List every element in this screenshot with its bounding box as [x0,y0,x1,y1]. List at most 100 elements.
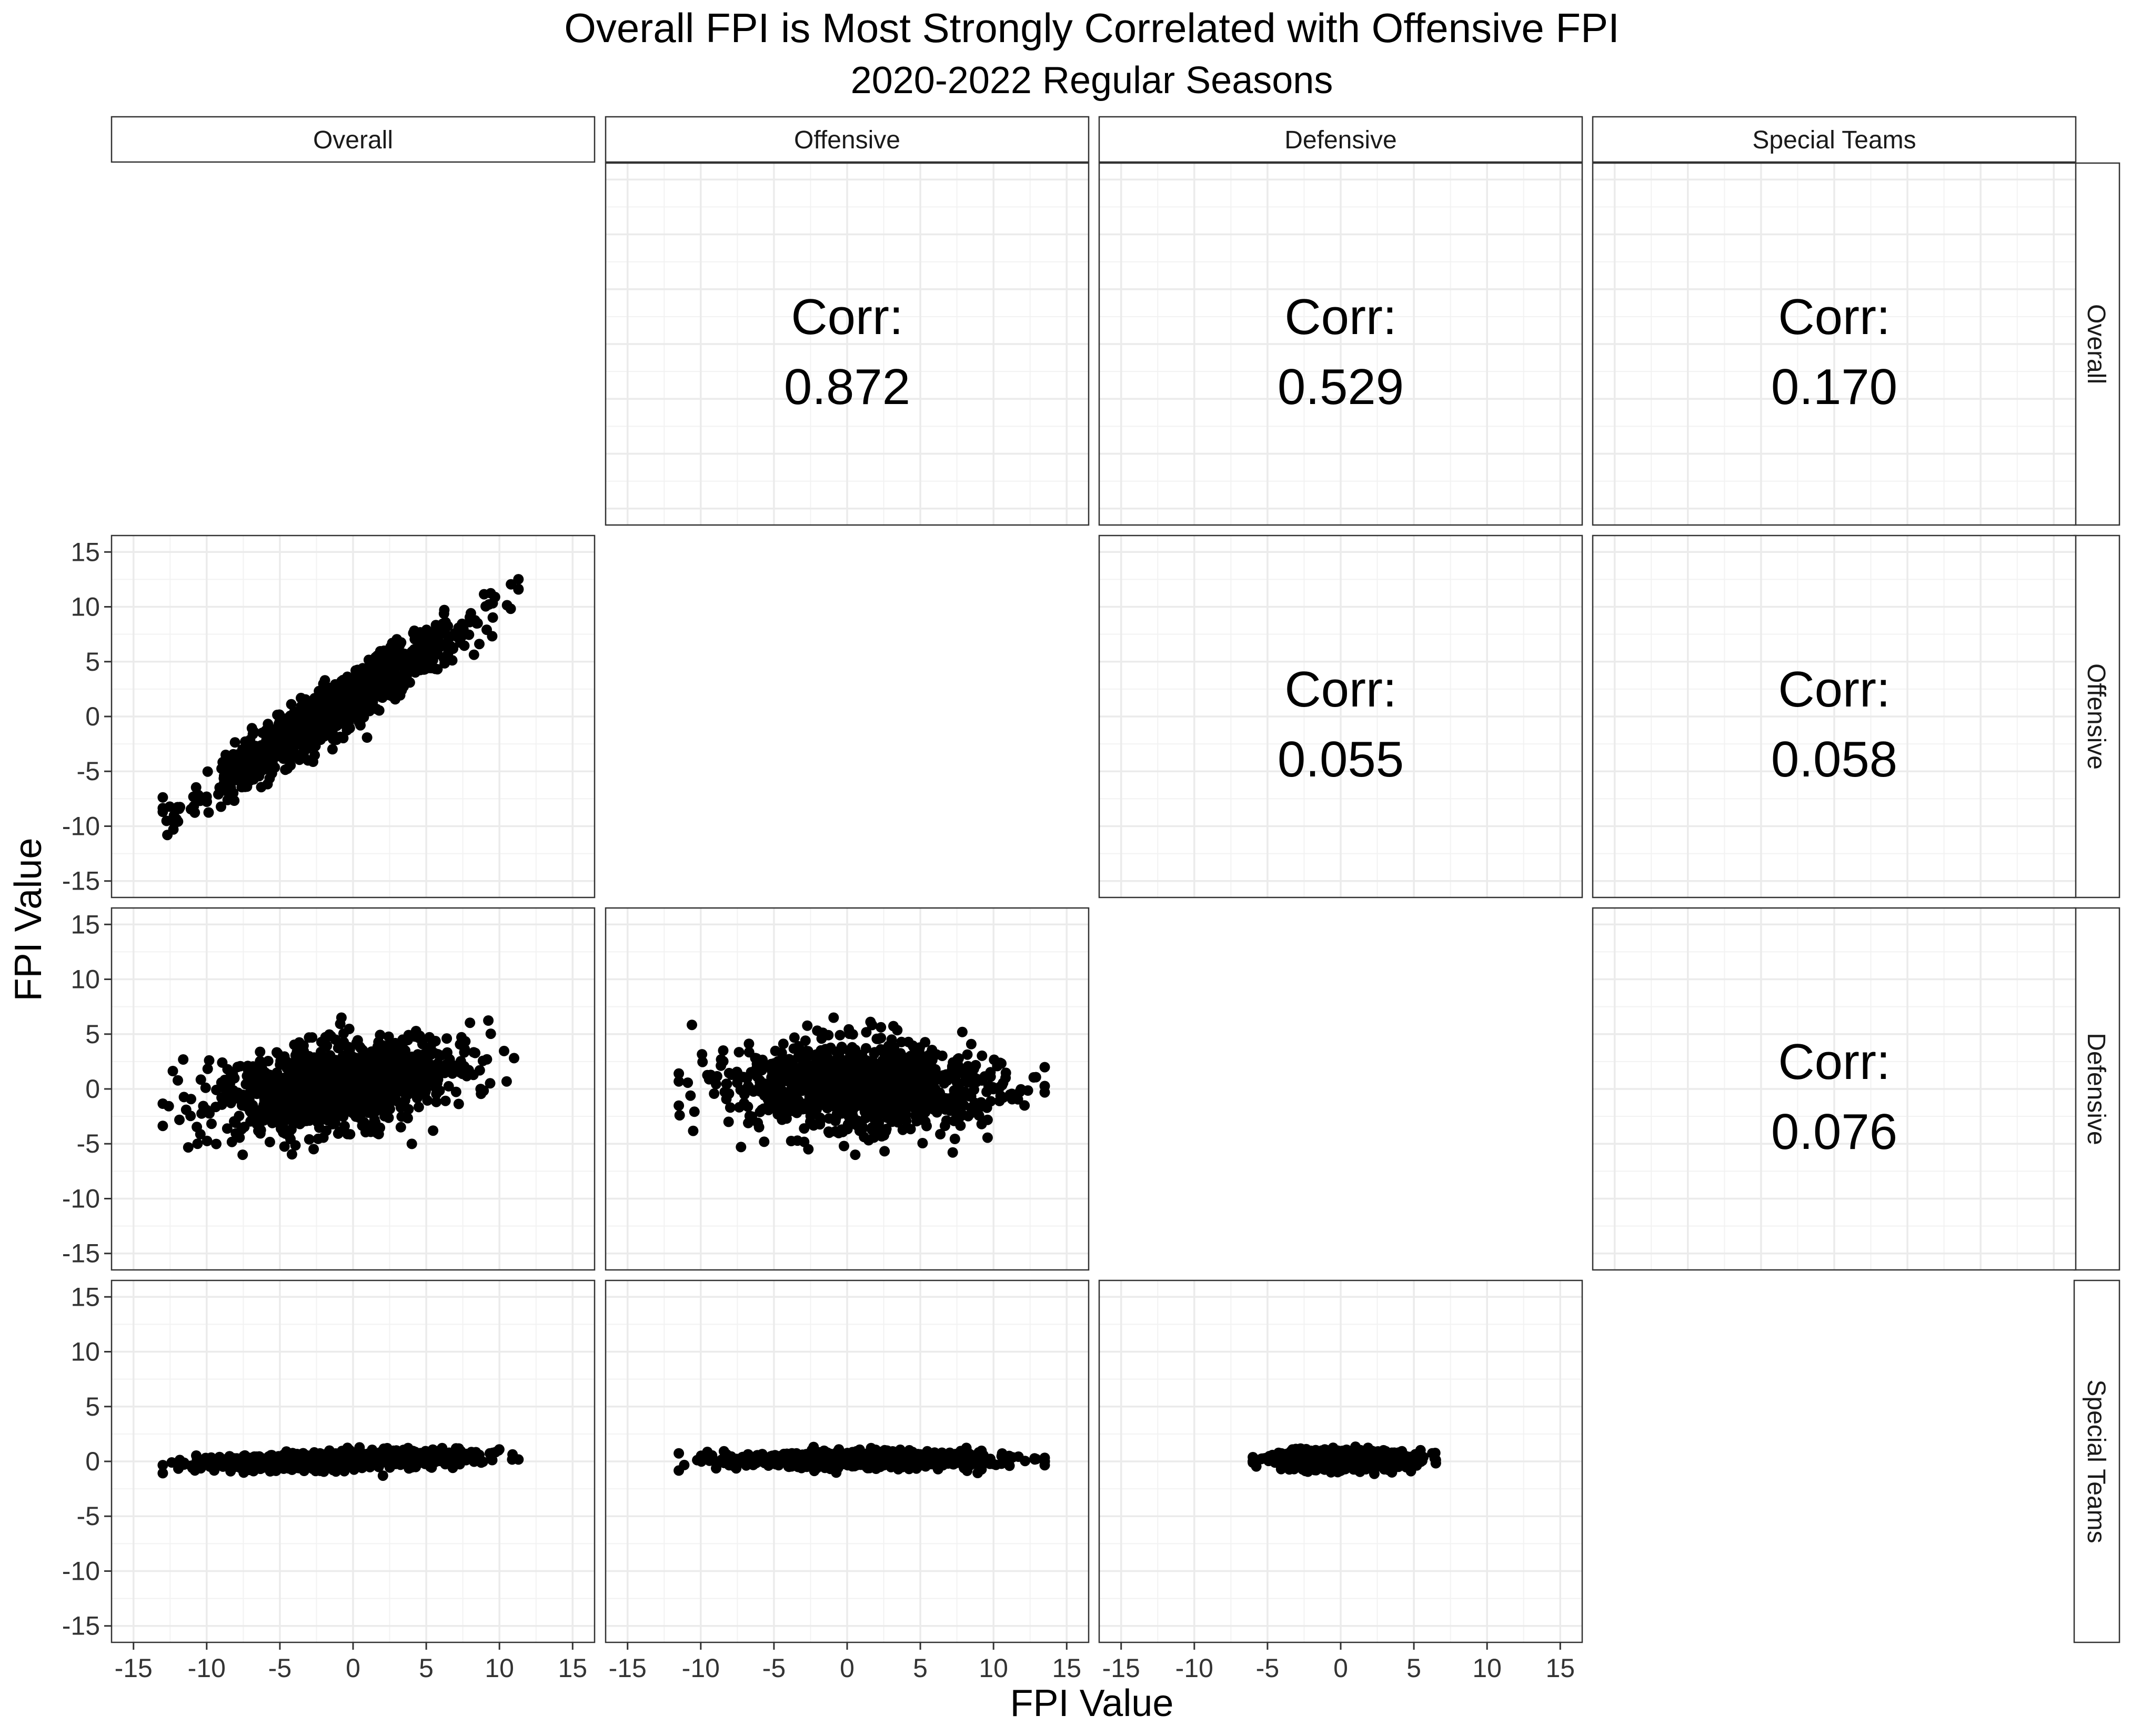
data-point [483,1015,494,1026]
data-point [161,815,172,826]
data-point [370,1106,381,1117]
data-point [433,637,444,648]
data-point [1028,1072,1039,1083]
data-point [962,1088,973,1098]
data-point [424,1032,435,1043]
data-point [340,703,351,714]
data-point [697,1049,708,1060]
data-point [204,1055,215,1066]
data-point [735,1084,746,1095]
data-point [840,1078,851,1089]
data-point [861,1096,872,1107]
data-point [981,1102,992,1113]
data-point [843,1103,855,1114]
data-point [883,1108,893,1119]
data-point [157,1468,168,1479]
data-point [318,1132,329,1143]
data-point [191,1450,202,1461]
data-point [166,1457,177,1468]
corr-value: 0.170 [1771,359,1897,415]
data-point [255,1128,266,1139]
data-point [761,1061,772,1072]
data-point [348,709,359,720]
data-point [865,1016,876,1027]
data-point [333,1128,344,1139]
data-point [438,653,449,664]
data-point [850,1149,861,1160]
data-point [439,604,450,615]
data-point [876,1033,887,1044]
data-point [879,1130,889,1141]
panel-border [1098,162,1583,526]
panel-overall-special-teams: Corr:0.170 [1592,162,2077,526]
data-point [674,1100,685,1111]
data-point [228,1085,239,1096]
panel-border [1592,162,2077,526]
data-point [818,1072,829,1083]
data-point [859,1106,870,1117]
panel-border [1098,534,1583,899]
data-point [163,1101,174,1112]
data-point [335,1018,346,1030]
data-point [290,1140,301,1151]
data-point [848,1078,859,1089]
corr-value: 0.872 [784,359,910,415]
data-point [397,1034,408,1045]
data-point [396,1453,407,1464]
corr-label: Corr: [1284,661,1396,718]
data-point [456,1032,467,1043]
data-point [229,737,240,748]
panel-offensive-defensive: Corr: 0.055 [1098,534,1583,899]
data-point [725,1102,736,1113]
data-point [979,1071,990,1082]
data-point [711,1071,722,1082]
data-point [459,1047,470,1058]
data-point [308,1053,319,1064]
data-point [331,1109,342,1121]
data-point [403,665,414,677]
data-point [460,1455,471,1466]
data-point [356,1107,367,1118]
data-point [459,640,470,651]
data-point [733,1047,745,1058]
data-point [674,1076,685,1087]
data-point [880,1067,891,1078]
data-point [360,1127,371,1138]
data-point [981,1086,992,1097]
data-point [333,1098,344,1109]
data-point [254,1111,265,1121]
panel-defensive-offensive [605,907,1090,1271]
data-point [689,1106,700,1117]
data-point [289,706,300,717]
panel-border [605,907,1090,1271]
data-point [400,1045,411,1056]
data-point [894,1104,904,1115]
data-point [828,1012,839,1023]
data-point [325,1056,336,1067]
data-point [903,1036,914,1047]
data-point [200,1082,211,1093]
panel-defensive-special-teams: Corr:0.076 [1592,907,2077,1271]
data-point [202,1063,213,1074]
chart-subtitle: 2020-2022 Regular Seasons [851,59,1333,102]
data-point [372,1459,383,1470]
corr-value: 0.055 [1278,731,1404,788]
data-point [721,1078,732,1089]
data-point [771,1060,781,1071]
data-point [300,694,311,705]
data-point [718,1056,729,1067]
data-point [157,1460,168,1471]
data-point [507,1454,518,1465]
data-point [344,1023,355,1034]
data-point [377,1470,388,1481]
data-point [186,1094,196,1105]
data-point [223,758,234,769]
data-point [897,1124,908,1135]
strip-right-overall [2073,162,2120,526]
data-point [872,1090,883,1101]
data-point [674,1448,685,1459]
data-point [343,1096,354,1107]
data-point [876,1022,887,1033]
data-point [398,1445,409,1456]
data-point [413,1102,424,1113]
